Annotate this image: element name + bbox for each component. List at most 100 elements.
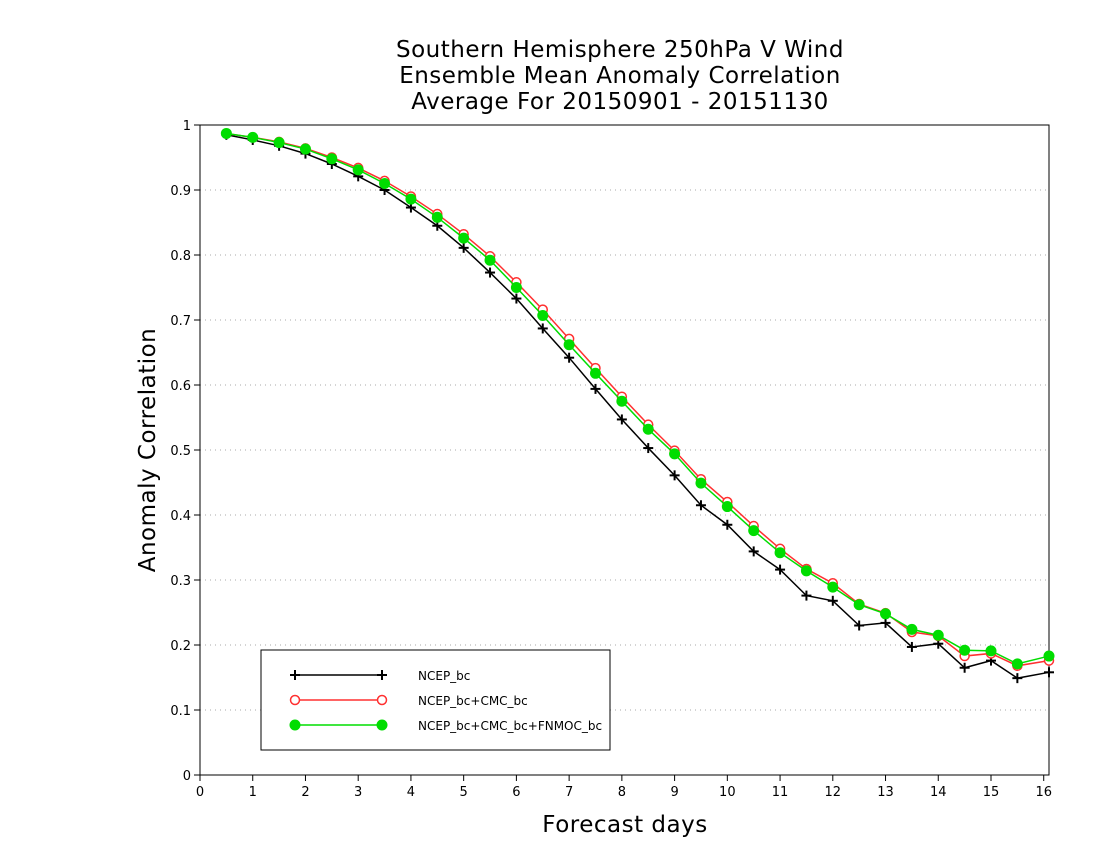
legend-entry-1: NCEP_bc bbox=[290, 669, 470, 683]
legend-entry-3: NCEP_bc+CMC_bc+FNMOC_bc bbox=[289, 719, 602, 733]
x-tick-label: 12 bbox=[825, 785, 842, 800]
data-point bbox=[273, 137, 285, 149]
data-point bbox=[484, 254, 496, 266]
data-point bbox=[220, 127, 232, 139]
x-axis-label: Forecast days bbox=[542, 812, 707, 838]
legend-entries: NCEP_bc NCEP_bc+CMC_bc NCEP_bc+CMC_bc+FNMO… bbox=[289, 669, 602, 733]
data-point bbox=[405, 193, 417, 205]
series-line bbox=[226, 132, 1050, 665]
data-point bbox=[695, 477, 707, 489]
x-tick-label: 10 bbox=[719, 785, 736, 800]
data-point bbox=[616, 414, 627, 425]
data-point bbox=[854, 620, 865, 631]
y-tick-label: 0 bbox=[183, 769, 191, 784]
data-point bbox=[1044, 667, 1054, 678]
y-tick-label: 0.8 bbox=[170, 249, 191, 264]
data-point bbox=[985, 645, 997, 657]
data-point bbox=[669, 470, 680, 481]
data-point bbox=[748, 525, 760, 537]
y-tick-label: 0.7 bbox=[170, 314, 191, 329]
data-point bbox=[642, 423, 654, 435]
data-point bbox=[748, 546, 759, 557]
y-tick-label: 0.6 bbox=[170, 379, 191, 394]
y-tick-label: 1 bbox=[183, 119, 191, 134]
x-tick-label: 6 bbox=[512, 785, 520, 800]
data-point bbox=[827, 595, 838, 606]
legend-marker bbox=[376, 694, 388, 706]
data-point bbox=[853, 599, 865, 611]
chart-title-line-1: Southern Hemisphere 250hPa V Wind bbox=[396, 37, 844, 63]
data-point bbox=[906, 623, 918, 635]
data-point bbox=[932, 629, 944, 641]
data-point bbox=[800, 565, 812, 577]
data-point bbox=[880, 608, 892, 620]
data-point bbox=[721, 501, 733, 513]
x-tick-label: 1 bbox=[249, 785, 257, 800]
y-tick-label: 0.2 bbox=[170, 639, 191, 654]
legend-marker bbox=[289, 694, 301, 706]
x-tick-label: 9 bbox=[670, 785, 678, 800]
x-tick-label: 2 bbox=[301, 785, 309, 800]
series-line bbox=[226, 132, 1050, 667]
legend-marker bbox=[376, 719, 388, 731]
x-tick-label: 7 bbox=[565, 785, 573, 800]
data-point bbox=[774, 547, 786, 559]
data-point bbox=[537, 323, 548, 334]
data-point bbox=[431, 211, 443, 223]
x-tick-label: 8 bbox=[618, 785, 626, 800]
data-point bbox=[589, 367, 601, 379]
data-point bbox=[1011, 658, 1023, 670]
data-point bbox=[643, 443, 654, 454]
y-tick-label: 0.9 bbox=[170, 184, 191, 199]
legend-marker bbox=[289, 719, 301, 731]
data-point bbox=[352, 164, 364, 176]
data-point bbox=[616, 395, 628, 407]
data-point bbox=[775, 564, 786, 575]
data-point bbox=[590, 383, 601, 394]
series-group bbox=[220, 127, 1055, 684]
y-tick-label: 0.3 bbox=[170, 574, 191, 589]
legend-marker bbox=[290, 670, 300, 680]
data-point bbox=[669, 448, 681, 460]
legend-marker bbox=[377, 670, 387, 680]
data-point bbox=[1012, 673, 1023, 684]
legend: NCEP_bc NCEP_bc+CMC_bc NCEP_bc+CMC_bc+FNMO… bbox=[260, 649, 611, 751]
x-tick-label: 5 bbox=[460, 785, 468, 800]
x-tick-label: 14 bbox=[930, 785, 947, 800]
data-point bbox=[458, 242, 469, 253]
data-point bbox=[299, 143, 311, 155]
data-point bbox=[511, 293, 522, 304]
x-tick-label: 0 bbox=[196, 785, 204, 800]
data-point bbox=[722, 519, 733, 530]
data-point bbox=[537, 309, 549, 321]
x-tick-label: 16 bbox=[1035, 785, 1052, 800]
chart-title-line-3: Average For 20150901 - 20151130 bbox=[411, 89, 829, 115]
series-1 bbox=[221, 129, 1054, 684]
data-point bbox=[959, 662, 970, 673]
chart-title-line-2: Ensemble Mean Anomaly Correlation bbox=[399, 63, 841, 89]
data-point bbox=[801, 590, 812, 601]
data-point bbox=[326, 153, 338, 165]
y-tick-label: 0.1 bbox=[170, 704, 191, 719]
data-point bbox=[379, 178, 391, 189]
series-3 bbox=[220, 127, 1055, 670]
x-tick-label: 13 bbox=[877, 785, 894, 800]
data-point bbox=[695, 500, 706, 511]
data-point bbox=[564, 352, 575, 363]
legend-entry-2: NCEP_bc+CMC_bc bbox=[289, 694, 528, 708]
x-tick-label: 3 bbox=[354, 785, 362, 800]
series-line bbox=[226, 134, 1050, 679]
data-point bbox=[959, 644, 971, 656]
data-point bbox=[563, 339, 575, 351]
y-tick-label: 0.5 bbox=[170, 444, 191, 459]
x-tick-label: 15 bbox=[983, 785, 1000, 800]
data-point bbox=[1043, 650, 1055, 662]
data-point bbox=[827, 581, 839, 593]
axis-ticks: 00.10.20.30.40.50.60.70.80.910 1 2 3 4 5 6 7 8 9 1… bbox=[170, 119, 1052, 800]
y-axis-label: Anomaly Correlation bbox=[135, 328, 161, 573]
data-point bbox=[485, 267, 496, 278]
legend-label: NCEP_bc+CMC_bc bbox=[418, 694, 528, 708]
legend-label: NCEP_bc bbox=[418, 669, 470, 683]
